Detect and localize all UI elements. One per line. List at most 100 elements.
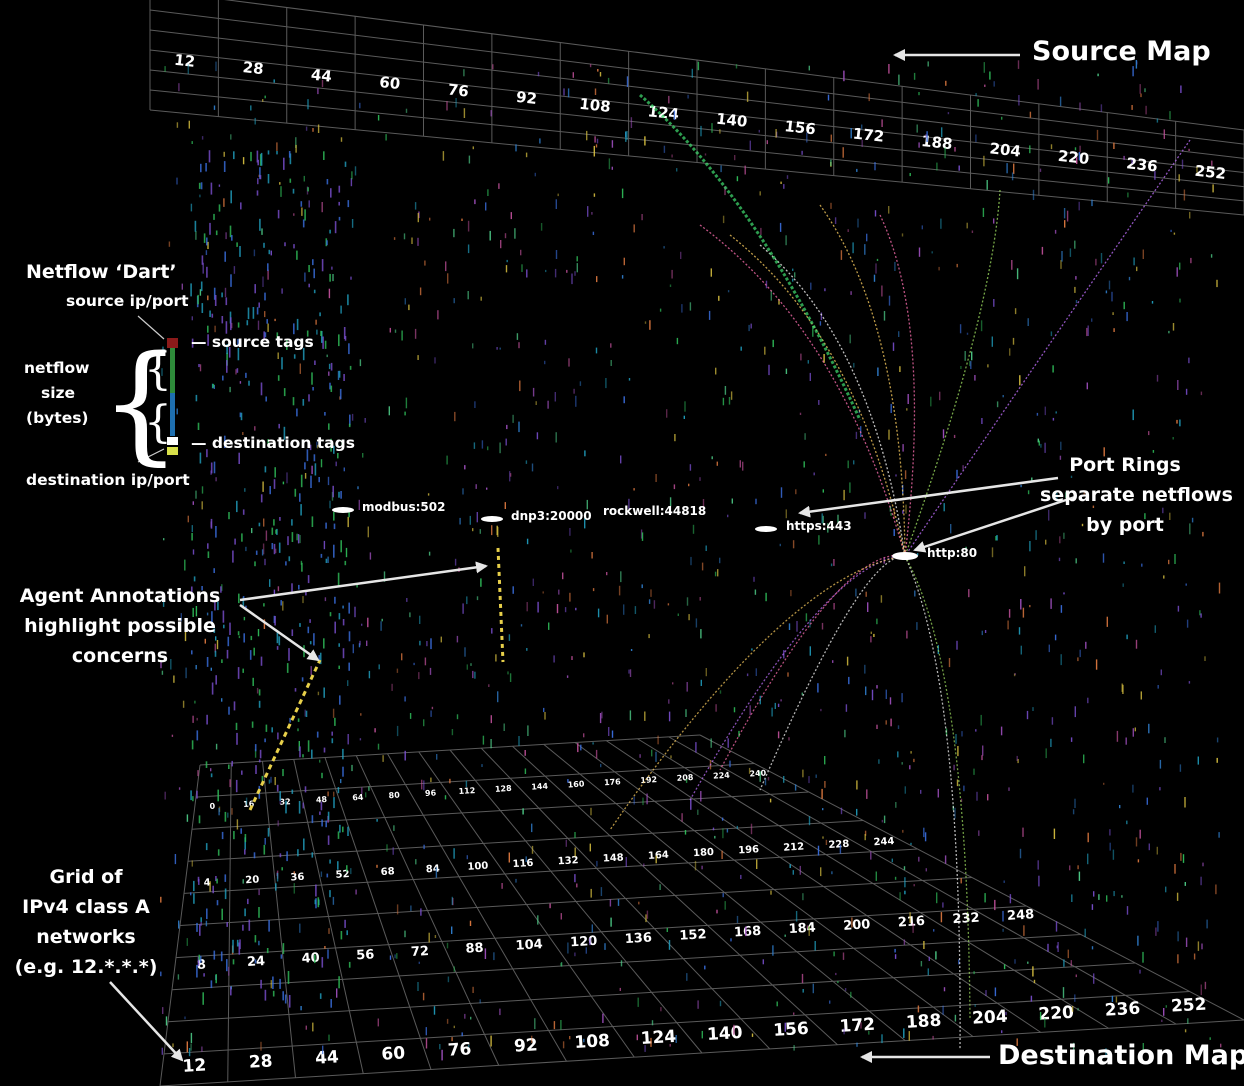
netflow-darts [160,60,1222,1061]
dest-grid-row2-label: 56 [356,947,375,963]
grid-annotation: Grid of IPv4 class A networks (e.g. 12.*… [6,862,166,982]
port-rings [332,507,918,560]
source-grid-label: 188 [920,132,953,153]
port-rings-arrow-http [913,495,1076,553]
dest-grid-row2-label: 248 [1007,907,1035,924]
dest-grid-row1-label: 140 [706,1023,743,1045]
port-ring-modbus [332,507,354,513]
source-grid-label: 204 [989,139,1022,160]
dest-grid-row2-label: 232 [952,911,980,928]
source-map-grid: 12 28 44 60 76 92 108 124 140 156 172 188 204 220 236 2… [149,0,1244,216]
dest-grid-row1-label: 236 [1104,999,1141,1021]
dest-grid-row1-label: 252 [1170,995,1207,1017]
dest-grid-row1-label: 92 [513,1035,538,1056]
dest-grid-row1-label: 124 [640,1027,677,1049]
dart-source-label: source ip/port [66,292,189,310]
port-label-modbus: modbus:502 [362,500,446,514]
annotation-arrows [109,49,1076,1063]
source-grid-label: 76 [447,80,470,100]
grid-line-2: IPv4 class A [22,896,150,918]
dest-grid-row4-label: 240 [749,768,767,778]
source-grid-label: 44 [310,66,333,86]
dest-grid-row2-label: 88 [465,941,484,957]
dart-dest-tag-white [167,437,178,445]
dest-grid-row4-label: 144 [531,782,549,792]
dest-grid-row1-label: 172 [839,1015,876,1037]
port-rings-annotation: Port Rings separate netflows by port [1040,450,1233,540]
dest-grid-row3-label: 84 [426,864,441,876]
dart-green-segment [170,348,175,393]
dest-grid-row4-label: 32 [279,797,291,807]
dest-grid-row1-label: 156 [773,1019,810,1041]
port-label-https: https:443 [786,519,852,533]
agent-annotation-line-left [248,659,322,811]
dart-dest-tags-label: — destination tags [191,434,355,452]
dest-grid-row4-label: 128 [495,784,513,794]
port-label-dnp3: dnp3:20000 [511,509,592,523]
dest-grid-row4-label: 16 [243,799,255,809]
dest-grid-row4-label: 0 [209,802,216,811]
dest-grid-row2-label: 72 [410,944,429,960]
agent-line-3: concerns [71,645,169,667]
source-grid-label: 28 [242,58,265,78]
dest-grid-row1-label: 28 [248,1051,273,1072]
agent-annotations-note: Agent Annotations highlight possible con… [14,581,226,671]
grid-arrow [109,981,184,1062]
dest-grid-row4-label: 224 [713,771,731,781]
dest-grid-row3-label: 100 [467,861,489,873]
dest-grid-row1-label: 188 [905,1011,942,1033]
source-map-label: Source Map [1032,36,1211,67]
dest-grid-row1-label: 76 [447,1039,472,1060]
source-grid-label: 140 [715,110,748,131]
dest-grid-row4-label: 64 [352,793,364,803]
dest-grid-row3-label: 164 [648,850,670,862]
grid-line-1: Grid of [49,866,123,888]
dest-grid-row2-label: 120 [570,934,598,951]
dest-grid-row2-label: 136 [624,930,652,947]
dest-grid-row1-label: 220 [1038,1003,1075,1025]
dest-grid-row2-label: 40 [301,951,320,967]
grid-line-3: networks [36,926,136,948]
port-rings-line-2: separate netflows [1040,484,1233,506]
source-grid-label: 236 [1125,154,1158,175]
dest-grid-row2-label: 152 [679,927,707,944]
dart-dest-connector [137,448,165,463]
source-grid-label: 12 [173,51,196,71]
dart-netflow-label: netflow [24,359,90,377]
dest-grid-row2-label: 168 [734,924,762,941]
dest-grid-row3-label: 116 [512,858,534,870]
dest-grid-row3-label: 244 [873,836,895,848]
port-label-http: http:80 [927,546,978,560]
dest-grid-row1-label: 44 [315,1047,340,1068]
dart-bytes-label: (bytes) [26,409,89,427]
source-grid-label: 108 [578,95,611,116]
source-grid-label: 92 [515,88,538,108]
source-grid-label: 156 [784,117,817,138]
agent-arrow-center [239,561,488,602]
dest-grid-row3-label: 196 [738,844,760,856]
dest-grid-row3-label: 52 [335,869,350,881]
port-ring-dnp3 [481,516,503,522]
port-ring-https [755,526,777,532]
dest-grid-row3-label: 4 [203,877,211,888]
source-grid-label: 124 [647,102,680,123]
dest-grid-row3-label: 68 [380,866,395,878]
agent-arrow-left [239,603,320,662]
dart-source-tags-label: — source tags [191,333,314,351]
dart-dest-tag-yellow [167,447,178,455]
dest-grid-row3-label: 180 [693,847,715,859]
dest-grid-row3-label: 148 [603,852,625,864]
dest-grid-row2-label: 216 [897,914,925,931]
dest-grid-row2-label: 184 [788,921,816,938]
dart-source-connector [137,315,165,340]
dest-grid-row4-label: 80 [388,791,400,801]
dest-grid-row1-label: 108 [574,1031,611,1053]
dart-big-brace: { [100,329,181,478]
dest-grid-row1-label: 12 [182,1055,207,1076]
dest-grid-row4-label: 160 [567,779,585,789]
destination-map-label: Destination Map [998,1040,1244,1071]
dart-source-tag-swatch [167,338,178,348]
dart-legend-graphic: { { { [100,315,181,478]
source-grid-label: 220 [1057,147,1090,168]
